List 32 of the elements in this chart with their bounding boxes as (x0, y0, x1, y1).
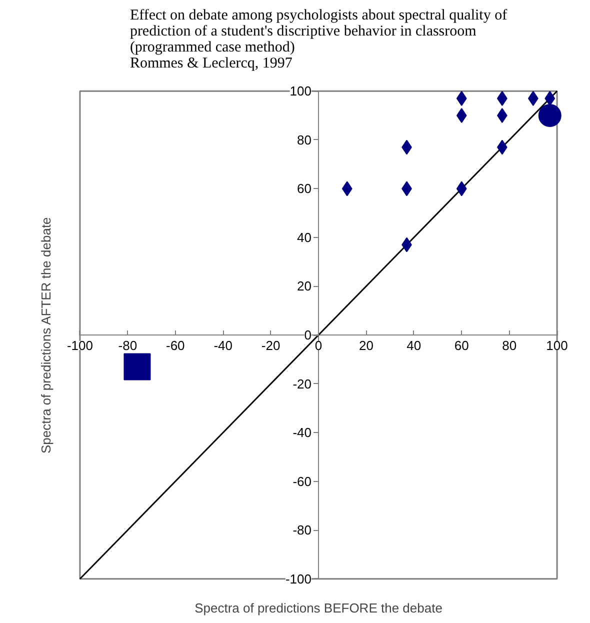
point (544, 90, 556, 106)
x-axis-title: Spectra of predictions BEFORE the debate (194, 600, 442, 616)
y-tick-label: 100 (290, 84, 312, 99)
y-tick-label: -100 (285, 571, 312, 586)
point (538, 104, 562, 127)
x-tick-label: -100 (66, 338, 93, 353)
point (456, 108, 467, 124)
point (456, 90, 467, 106)
y-tick-label: -20 (292, 376, 312, 392)
y-tick-label: 0 (304, 328, 312, 342)
x-tick-label: 20 (358, 338, 374, 353)
y-tick-label: -40 (292, 425, 312, 440)
y-axis-title: Spectra of predictions AFTER the debate (38, 217, 54, 454)
y-tick-label: -80 (292, 522, 312, 538)
chart-title: Effect on debate among psychologists about spectral quality of prediction of a student's discriptive behavior in classroom (programmed case method) Rommes & Leclercq, 1997 (130, 8, 508, 72)
x-tick-label: 100 (546, 338, 568, 353)
point (124, 353, 151, 380)
x-tick-label: -20 (261, 338, 280, 353)
x-tick-label: 0 (314, 338, 322, 353)
y-tick-label: 60 (297, 181, 312, 196)
x-tick-label: 40 (406, 338, 422, 353)
x-tick-label: -40 (214, 338, 232, 353)
y-tick-label: 80 (297, 132, 312, 148)
y-tick-label: 20 (297, 278, 312, 294)
point (456, 181, 467, 196)
point (342, 181, 352, 196)
y-tick-label: -60 (292, 474, 312, 489)
x-tick-label: 60 (454, 338, 469, 353)
x-tick-label: -60 (166, 338, 185, 353)
x-tick-label: 80 (502, 338, 517, 353)
x-tick-label: -80 (118, 338, 138, 353)
y-tick-label: 40 (297, 230, 312, 245)
